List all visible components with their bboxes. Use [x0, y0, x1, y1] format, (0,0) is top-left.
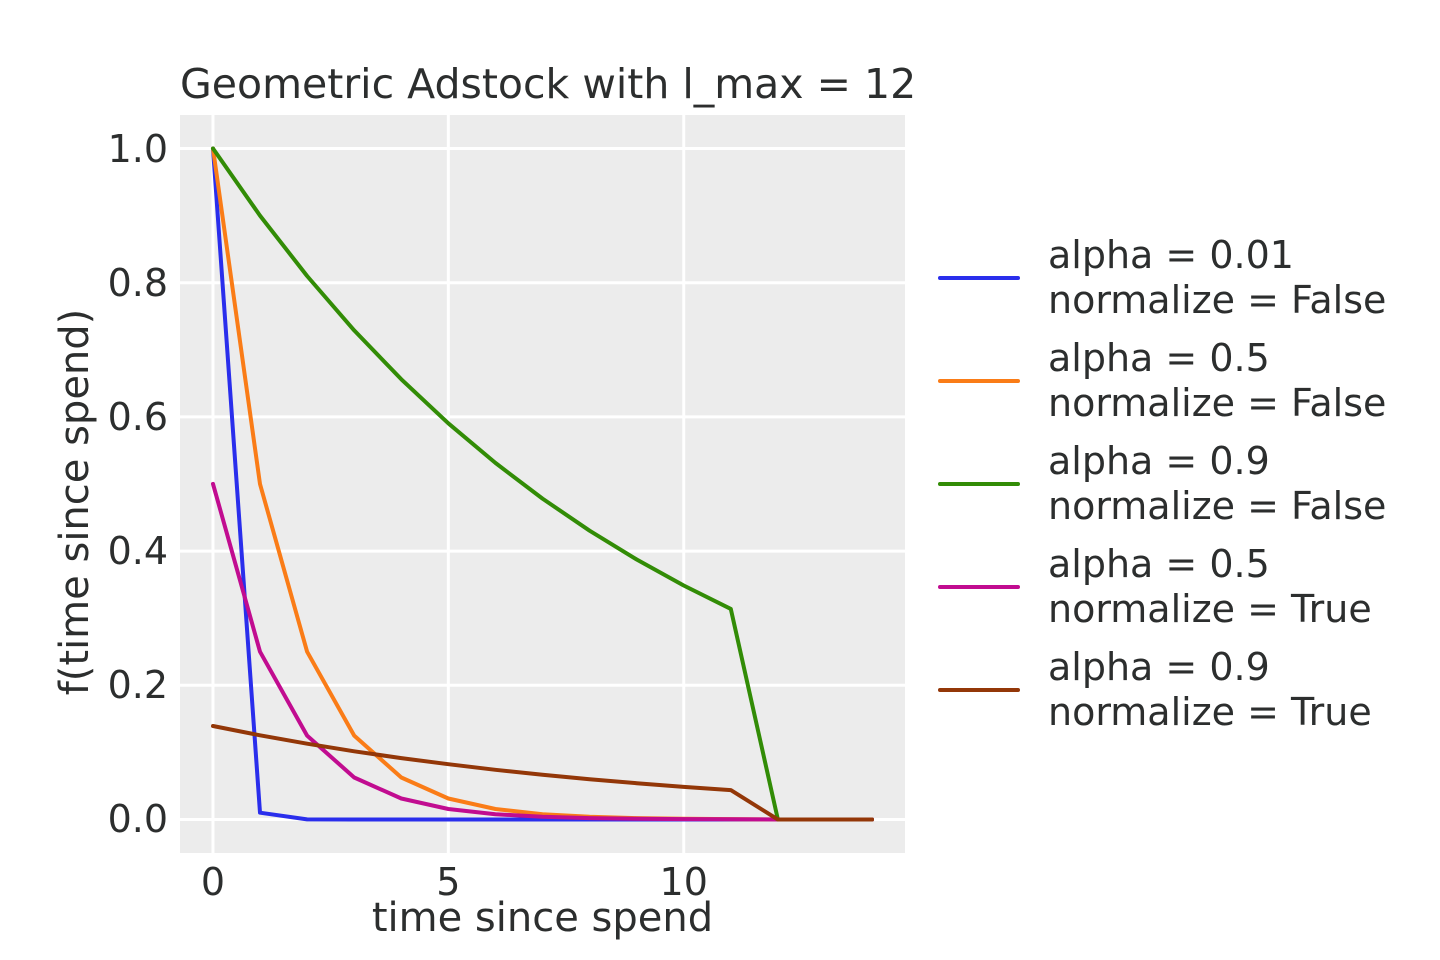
series-line-2	[211, 146, 874, 822]
legend-label-line: normalize = False	[1048, 278, 1387, 322]
legend-label-line: alpha = 0.5	[1048, 542, 1270, 586]
legend-line-swatch-1	[938, 378, 1020, 384]
legend-line-swatch-2	[938, 481, 1020, 487]
legend-label-2: alpha = 0.9 normalize = False	[1048, 439, 1386, 529]
legend-label-line: normalize = True	[1048, 690, 1372, 734]
legend-label-line: alpha = 0.01	[1048, 233, 1294, 277]
y-tick-1.0: 1.0	[107, 126, 168, 171]
legend-label-1: alpha = 0.5 normalize = False	[1048, 336, 1386, 426]
legend-entry-1: alpha = 0.5 normalize = False	[938, 336, 1386, 426]
series-line-3	[211, 481, 874, 822]
x-axis-label: time since spend	[371, 895, 714, 941]
legend-entry-0: alpha = 0.01 normalize = False	[938, 233, 1386, 323]
y-tick-0.8: 0.8	[107, 260, 168, 305]
legend-entry-2: alpha = 0.9 normalize = False	[938, 439, 1386, 529]
y-tick-0.4: 0.4	[107, 529, 168, 574]
legend-label-line: normalize = False	[1048, 381, 1387, 425]
x-tick-0: 0	[200, 860, 226, 904]
legend-line-swatch-3	[938, 584, 1020, 590]
plot-area	[180, 115, 905, 853]
legend-label-line: normalize = True	[1048, 587, 1372, 631]
legend-label-3: alpha = 0.5 normalize = True	[1048, 542, 1372, 632]
legend-label-4: alpha = 0.9 normalize = True	[1048, 645, 1372, 735]
x-tick-10: 10	[659, 860, 708, 904]
legend-label-line: alpha = 0.9	[1048, 439, 1270, 483]
legend-label-line: normalize = False	[1048, 484, 1387, 528]
legend-line-swatch-4	[938, 687, 1020, 693]
series-line-4	[211, 724, 874, 822]
legend-entry-4: alpha = 0.9 normalize = True	[938, 645, 1386, 735]
chart-title: Geometric Adstock with l_max = 12	[180, 60, 917, 108]
legend: alpha = 0.01 normalize = False alpha = 0.5…	[938, 233, 1386, 735]
legend-label-0: alpha = 0.01 normalize = False	[1048, 233, 1386, 323]
series-line-1	[211, 146, 874, 822]
y-tick-0.2: 0.2	[107, 663, 168, 708]
y-tick-0.6: 0.6	[107, 394, 168, 439]
y-tick-0.0: 0.0	[107, 797, 168, 842]
y-axis-label-text: f(time since spend)	[52, 308, 98, 696]
legend-line-swatch-0	[938, 275, 1020, 281]
x-tick-5: 5	[436, 860, 461, 904]
legend-entry-3: alpha = 0.5 normalize = True	[938, 542, 1386, 632]
legend-label-line: alpha = 0.9	[1048, 645, 1270, 689]
series-line-0	[211, 146, 874, 822]
legend-label-line: alpha = 0.5	[1048, 336, 1270, 380]
